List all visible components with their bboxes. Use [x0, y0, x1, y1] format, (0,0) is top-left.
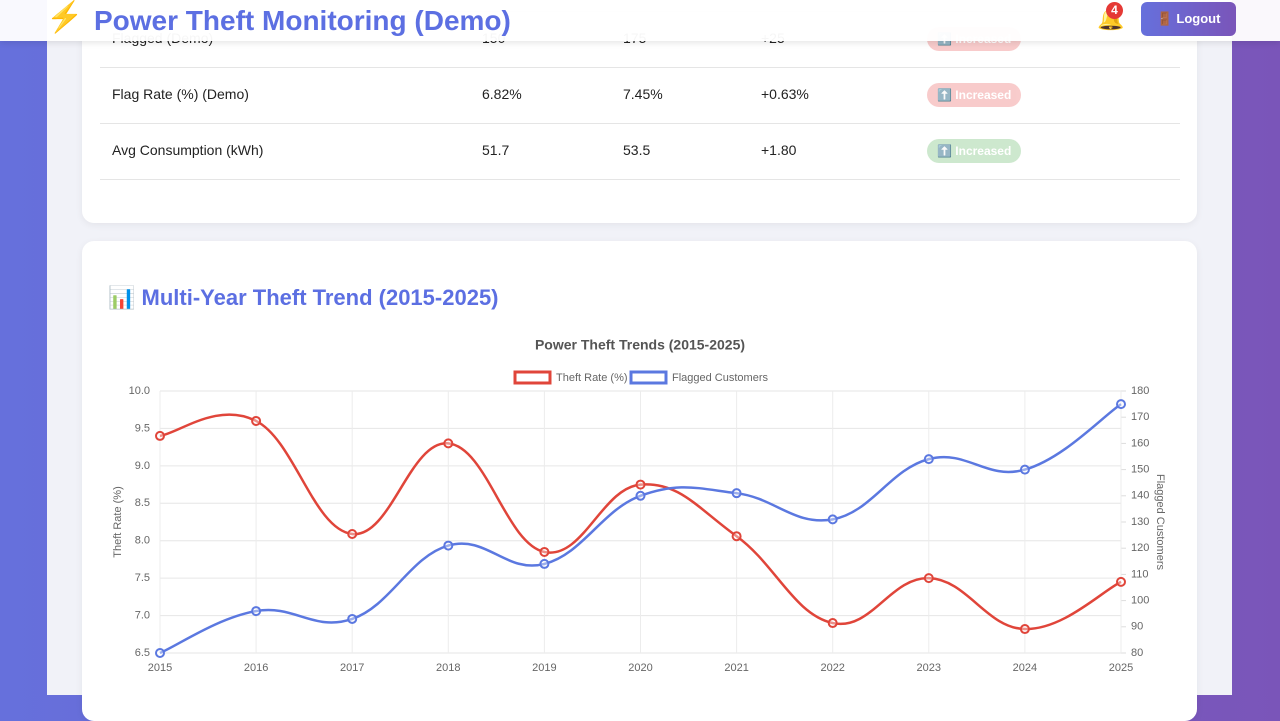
- chart: Power Theft Trends (2015-2025) 6.5 7.0 7.5 8…: [112, 337, 1166, 674]
- data-point: [251, 415, 262, 426]
- data-point: [251, 606, 262, 617]
- y2-tick-label: 120: [1131, 542, 1149, 554]
- legend-swatch: [513, 370, 552, 385]
- table-cell: +1.80: [761, 142, 797, 158]
- x-tick-label: 2025: [1109, 662, 1133, 674]
- table-cell: Flag Rate (%) (Demo): [112, 86, 249, 102]
- y2-tick-label: 150: [1131, 464, 1149, 476]
- y-tick-label: 7.0: [135, 609, 150, 621]
- y-tick-label: 6.5: [135, 647, 150, 659]
- x-tick-label: 2015: [148, 662, 172, 674]
- page: ⚡ Power Theft Monitoring (Demo) 🔔 4 🚪 Lo…: [0, 0, 1280, 695]
- chart-title: Power Theft Trends (2015-2025): [535, 337, 745, 353]
- data-point: [923, 454, 934, 465]
- y2-tick-label: 180: [1131, 385, 1149, 397]
- series-line: [159, 413, 1122, 631]
- x-tick-label: 2016: [244, 662, 268, 674]
- table-cell: 53.5: [623, 142, 651, 158]
- x-tick-label: 2019: [532, 662, 556, 674]
- data-point: [635, 479, 646, 490]
- data-point: [443, 540, 454, 551]
- y2-tick-label: 160: [1131, 437, 1149, 449]
- x-tick-label: 2023: [917, 662, 941, 674]
- y2-tick-label: 140: [1131, 490, 1149, 502]
- table-cell: 7.45%: [623, 86, 663, 102]
- x-tick-label: 2021: [724, 662, 748, 674]
- data-point: [347, 528, 358, 539]
- y-tick-label: 9.5: [135, 422, 150, 434]
- series-line: [159, 403, 1122, 655]
- logo-icon: ⚡: [46, 1, 84, 34]
- data-point: [923, 573, 934, 584]
- table-cell: Avg Consumption (kWh): [112, 142, 264, 158]
- y2-tick-label: 90: [1131, 621, 1143, 633]
- y-tick-label: 10.0: [129, 385, 150, 397]
- data-point: [347, 613, 358, 624]
- legend-label: Theft Rate (%): [556, 372, 628, 384]
- status-badge: ⬆️ Increased: [927, 139, 1022, 163]
- table-row: Avg Consumption (kWh) 51.7 53.5 +1.80 ⬆️ Inc…: [100, 123, 1180, 180]
- data-point: [827, 618, 838, 629]
- data-point: [827, 514, 838, 525]
- data-point: [443, 438, 454, 449]
- y2-axis-title: Flagged Customers: [1154, 474, 1166, 570]
- table-cell: +0.63%: [761, 86, 809, 102]
- x-tick-label: 2020: [628, 662, 652, 674]
- table-cell: 51.7: [482, 142, 510, 158]
- data-point: [635, 490, 646, 501]
- y2-tick-label: 80: [1131, 647, 1143, 659]
- table-cell: 6.82%: [482, 86, 522, 102]
- notification-badge: 4: [1106, 2, 1123, 19]
- x-tick-label: 2018: [436, 662, 460, 674]
- data-point: [1116, 576, 1126, 587]
- data-point: [539, 546, 550, 557]
- legend-swatch: [629, 370, 668, 385]
- section-title: 📊 Multi-Year Theft Trend (2015-2025): [108, 285, 499, 310]
- data-point: [539, 558, 550, 569]
- data-point: [1019, 464, 1030, 475]
- y2-tick-label: 100: [1131, 595, 1149, 607]
- x-tick-label: 2024: [1013, 662, 1037, 674]
- y-tick-label: 8.5: [135, 497, 150, 509]
- y-axis-title: Theft Rate (%): [112, 486, 124, 558]
- x-tick-label: 2022: [820, 662, 844, 674]
- y2-tick-label: 170: [1131, 411, 1149, 423]
- data-point: [731, 488, 742, 499]
- data-point: [155, 648, 165, 658]
- legend-label: Flagged Customers: [672, 372, 768, 384]
- status-badge: ⬆️ Increased: [927, 83, 1022, 107]
- x-tick-label: 2017: [340, 662, 364, 674]
- y-tick-label: 7.5: [135, 572, 150, 584]
- data-point: [155, 430, 165, 441]
- y-tick-label: 8.0: [135, 535, 150, 547]
- y2-tick-label: 110: [1131, 568, 1149, 580]
- y2-tick-label: 130: [1131, 516, 1149, 528]
- table-row: Flag Rate (%) (Demo) 6.82% 7.45% +0.63% ⬆️ I…: [100, 67, 1180, 124]
- data-point: [1116, 399, 1126, 410]
- logout-button[interactable]: 🚪 Logout: [1141, 2, 1236, 36]
- header: ⚡ Power Theft Monitoring (Demo) 🔔 4 🚪 Lo…: [0, 0, 1280, 41]
- app-title: Power Theft Monitoring (Demo): [94, 5, 511, 36]
- y-tick-label: 9.0: [135, 460, 150, 472]
- data-point: [731, 531, 742, 542]
- data-point: [1019, 624, 1030, 635]
